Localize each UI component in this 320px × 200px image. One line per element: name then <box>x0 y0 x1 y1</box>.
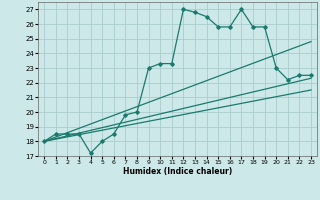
X-axis label: Humidex (Indice chaleur): Humidex (Indice chaleur) <box>123 167 232 176</box>
